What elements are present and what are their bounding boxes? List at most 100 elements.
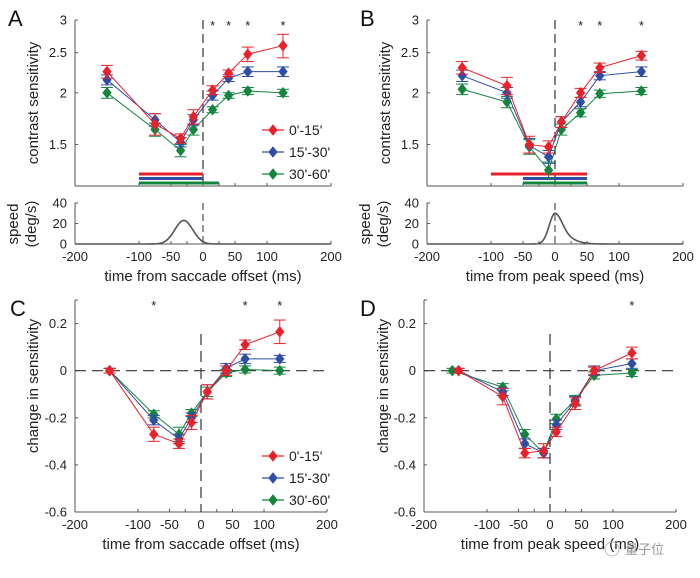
x-tick-label: 100 (602, 517, 624, 532)
data-point (575, 96, 586, 108)
x-axis-label: time from peak speed (ms) (466, 268, 644, 285)
data-point (207, 103, 218, 116)
x-tick-label: 200 (316, 517, 338, 532)
legend-marker (268, 450, 278, 462)
x-tick-label: 50 (228, 249, 242, 264)
y-axis-label: contrast sensitivity (25, 41, 42, 164)
y-axis-label: change in sensitivity (25, 318, 42, 453)
speed-unit-label: (deg/s) (375, 201, 392, 248)
data-point (186, 416, 197, 429)
y-tick-label: 2.5 (401, 45, 419, 60)
data-point (636, 85, 647, 97)
data-point (240, 352, 250, 365)
legend-label: 0'-15' (289, 122, 322, 138)
data-point (538, 444, 549, 457)
series-line (109, 368, 280, 436)
y-tick-label: 40 (405, 196, 419, 211)
x-axis-label: time from peak speed (ms) (461, 536, 639, 553)
data-point (636, 49, 647, 62)
watermark: 量子位 (625, 543, 664, 558)
data-point (551, 426, 562, 438)
data-point (149, 428, 159, 441)
data-point (543, 150, 554, 163)
data-point (457, 83, 467, 96)
x-tick-label: -200 (62, 249, 88, 264)
data-point (627, 347, 637, 359)
x-tick-label: 0 (197, 517, 204, 532)
y-tick-label: 0.2 (398, 316, 416, 331)
x-tick-label: -100 (126, 249, 152, 264)
legend-label: 0'-15' (289, 448, 322, 464)
series-30'-60' (101, 85, 289, 158)
axes-B-speed: 0 20 40 -200 -100 -50 0 50 100 200 time from peak … (405, 196, 694, 286)
y-tick-label: -0.2 (45, 410, 67, 425)
series-30'-60' (456, 83, 648, 180)
x-tick-label: 200 (665, 517, 687, 532)
data-point (278, 86, 288, 99)
x-tick-label: 200 (672, 249, 694, 264)
series-group-C (103, 319, 286, 450)
x-tick-label: 100 (608, 249, 630, 264)
series-0'-15' (103, 319, 286, 450)
series-line (109, 331, 280, 445)
legend-marker (268, 146, 278, 158)
y-tick-label: 2 (412, 85, 419, 100)
x-tick-label: -100 (125, 517, 151, 532)
series-15'-30' (456, 65, 648, 164)
y-tick-label: 2 (60, 85, 67, 100)
x-tick-label: 50 (225, 517, 239, 532)
x-tick-label: 100 (253, 517, 275, 532)
x-tick-label: 0 (551, 249, 558, 264)
data-point (520, 447, 530, 460)
significance-star: * (210, 18, 215, 33)
data-point (104, 364, 115, 377)
y-axis-label: contrast sensitivity (377, 41, 394, 164)
series-group-A (101, 33, 289, 158)
watermark-logo-icon (604, 541, 620, 557)
panel-letter-a: A (8, 6, 23, 31)
significance-star: * (226, 18, 231, 33)
series-0'-15' (101, 33, 289, 145)
data-point (575, 86, 586, 99)
x-axis-label: time from saccade offset (ms) (102, 536, 299, 553)
significance-star: * (280, 18, 285, 33)
data-point (636, 65, 647, 78)
data-point (595, 87, 605, 100)
series-line (458, 352, 633, 454)
series-30'-60' (446, 364, 638, 460)
legend-label: 15'-30' (289, 470, 330, 486)
series-line (458, 363, 632, 454)
legend-marker (268, 472, 278, 484)
y-tick-label: 0 (412, 237, 419, 252)
y-tick-label: -0.6 (394, 505, 416, 520)
y-tick-label: 0 (60, 237, 67, 252)
data-point (453, 364, 464, 377)
data-point (524, 138, 535, 151)
x-tick-label: 50 (574, 517, 588, 532)
x-tick-label: 50 (580, 249, 594, 264)
x-tick-label: -50 (509, 517, 528, 532)
axes-A-speed: 0 20 40 -200 -100 -50 0 50 100 200 time from sacca… (53, 196, 342, 286)
legend-label: 30'-60' (289, 166, 330, 182)
y-tick-label: 20 (405, 216, 419, 231)
x-tick-label: -200 (411, 517, 437, 532)
speed-label: speed (5, 204, 22, 245)
speed-trace (75, 219, 331, 245)
y-tick-label: -0.4 (394, 457, 416, 472)
series-line (462, 55, 642, 148)
data-point (575, 106, 586, 119)
data-point (457, 61, 467, 74)
data-point (543, 140, 554, 153)
data-point (627, 367, 637, 379)
y-tick-label: -0.4 (45, 457, 67, 472)
significance-star: * (245, 18, 250, 33)
x-tick-label: -200 (414, 249, 440, 264)
series-0'-15' (456, 49, 648, 154)
series-group-B (456, 49, 648, 180)
x-tick-label: -50 (514, 249, 533, 264)
data-point (202, 385, 213, 398)
legend: 0'-15' 15'-30' 30'-60' (262, 122, 330, 182)
x-tick-label: -50 (162, 249, 181, 264)
y-tick-label: -0.2 (394, 410, 416, 425)
